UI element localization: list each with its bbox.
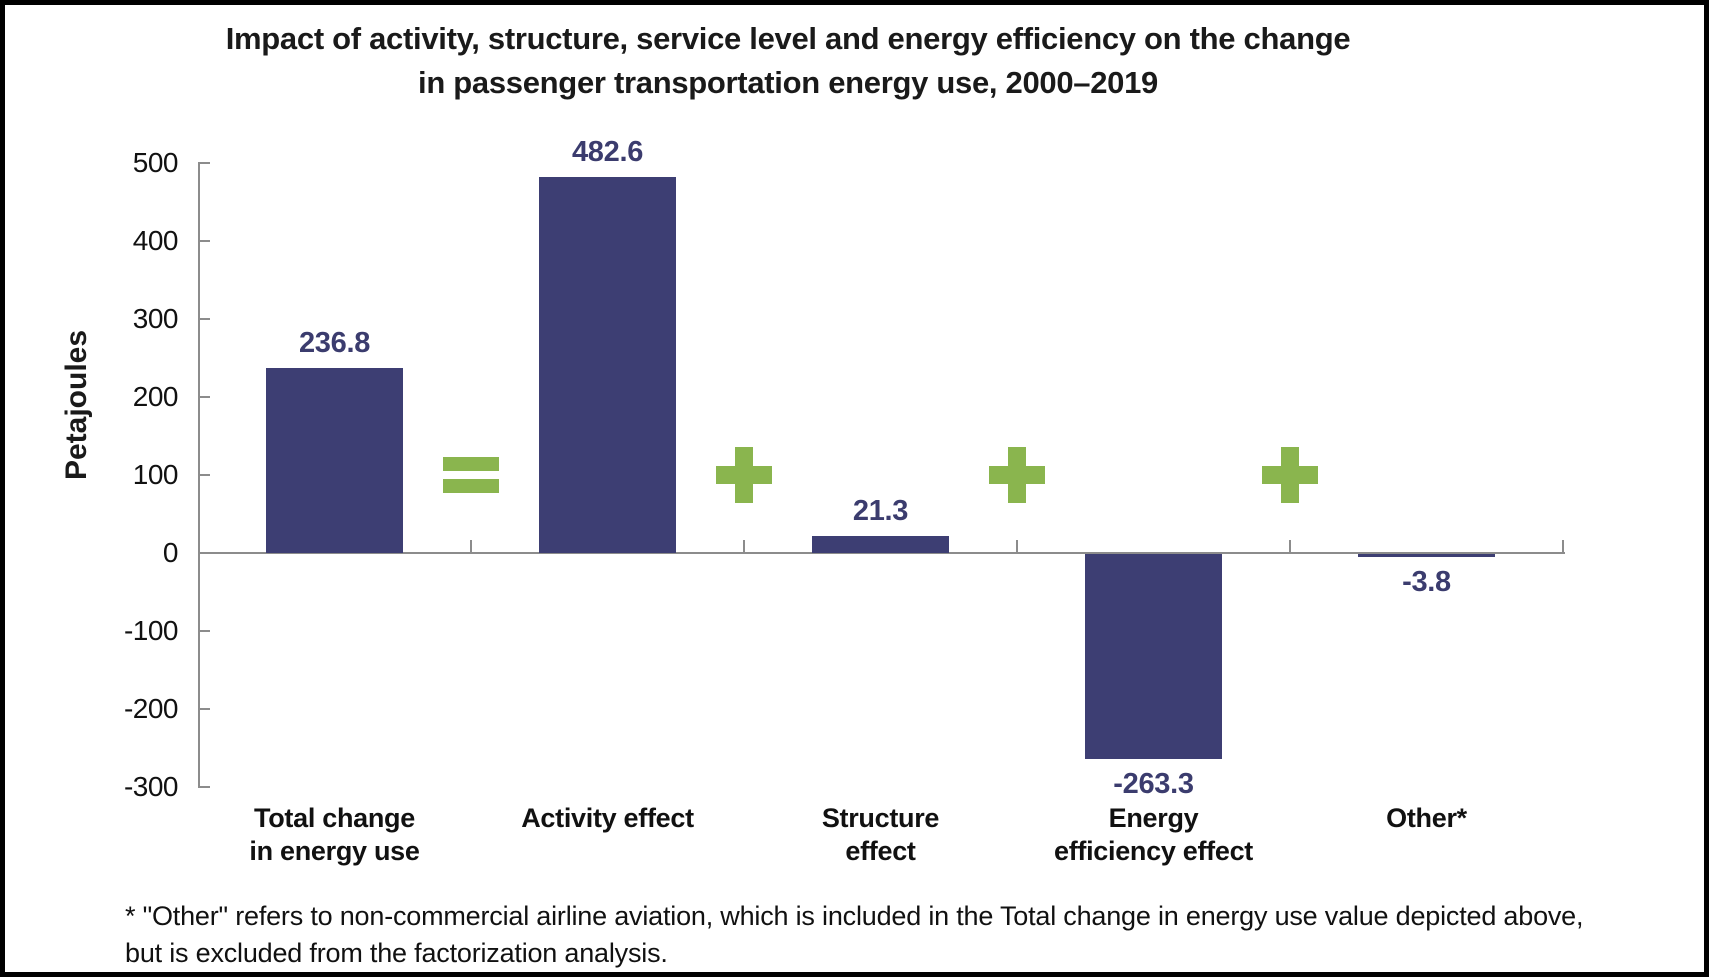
plus-horizontal-bar [1262,466,1318,484]
y-tick-mark [198,552,210,554]
equals-operator-icon [443,457,499,493]
plus-horizontal-bar [716,466,772,484]
category-label: Energy efficiency effect [1014,802,1294,868]
bar-value-label: 482.6 [571,135,644,168]
x-axis-zero-line [198,552,1565,554]
y-tick-mark [198,162,210,164]
y-tick-label: 100 [132,459,179,490]
category-label: Structure effect [741,802,1021,868]
y-tick-label: -300 [123,771,179,802]
category-label-line: Other* [1386,803,1467,833]
y-tick-label: 400 [132,225,179,256]
chart-title-line2: in passenger transportation energy use, … [418,65,1158,100]
x-tick-mark [1562,540,1564,552]
category-label-line: Energy [1108,803,1199,833]
plus-horizontal-bar [989,466,1045,484]
y-tick-mark [198,630,210,632]
x-tick-mark [470,540,472,552]
footnote: * "Other" refers to non-commercial airli… [125,898,1625,972]
chart-title: Impact of activity, structure, service l… [5,17,1571,105]
category-label-line: Activity effect [521,803,694,833]
bar [812,536,949,553]
y-tick-label: 500 [132,147,179,178]
y-tick-mark [198,240,210,242]
bar-value-label: -3.8 [1402,565,1451,598]
bar [539,176,676,553]
bar [1085,554,1222,760]
y-tick-label: 300 [132,303,179,334]
y-tick-label: 200 [132,381,179,412]
category-label: Other* [1287,802,1567,835]
bar [266,368,403,553]
category-label-line: effect [845,836,916,866]
y-tick-label: -200 [123,693,179,724]
footnote-line2: but is excluded from the factorization a… [125,938,668,968]
category-label-line: Structure [821,803,940,833]
bar-value-label: 236.8 [298,327,371,360]
x-tick-mark [1016,540,1018,552]
y-tick-mark [198,474,210,476]
category-label-line: efficiency effect [1054,836,1253,866]
plus-operator-icon [1262,447,1318,503]
y-tick-label: -100 [123,615,179,646]
footnote-line1: * "Other" refers to non-commercial airli… [125,901,1584,931]
category-label-line: Total change [254,803,415,833]
bar [1358,554,1495,557]
y-tick-mark [198,318,210,320]
plus-operator-icon [989,447,1045,503]
x-tick-mark [743,540,745,552]
chart-title-line1: Impact of activity, structure, service l… [225,21,1351,56]
category-label: Activity effect [468,802,748,835]
equals-bar [443,479,499,493]
x-tick-mark [1289,540,1291,552]
bar-value-label: 21.3 [852,495,909,528]
y-tick-mark [198,708,210,710]
category-label-line: in energy use [249,836,420,866]
y-tick-mark [198,396,210,398]
y-tick-label: 0 [162,537,179,568]
category-label: Total change in energy use [195,802,475,868]
plus-operator-icon [716,447,772,503]
bar-value-label: -263.3 [1113,768,1194,801]
y-tick-mark [198,786,210,788]
equals-bar [443,457,499,471]
